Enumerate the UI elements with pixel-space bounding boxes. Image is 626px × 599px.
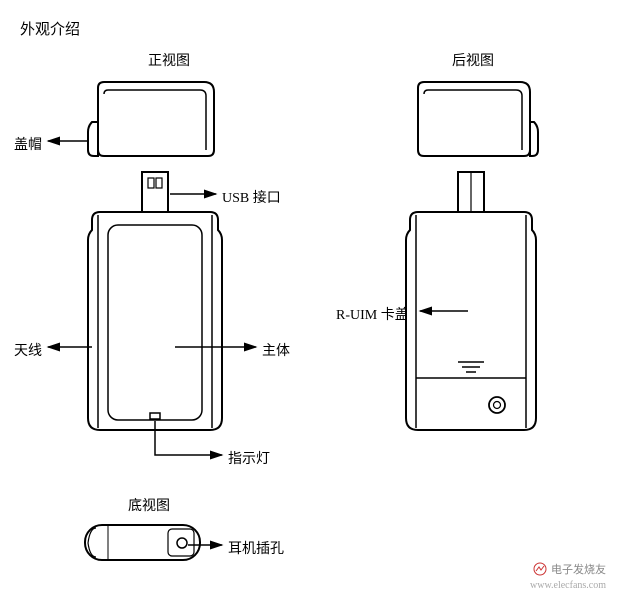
diagram-svg: [0, 0, 626, 599]
watermark-brand: 电子发烧友: [533, 561, 606, 577]
back-body: [406, 212, 536, 430]
front-usb: [142, 172, 168, 212]
bottom-view-group: [85, 525, 200, 560]
front-body: [88, 212, 222, 430]
front-view-group: [88, 82, 222, 430]
front-cap: [88, 82, 214, 156]
watermark-url: www.elecfans.com: [530, 580, 606, 591]
back-cap: [418, 82, 538, 156]
back-view-group: [406, 82, 538, 430]
watermark-text: 电子发烧友: [551, 561, 606, 577]
back-usb: [458, 172, 484, 212]
watermark-icon: [533, 562, 547, 576]
